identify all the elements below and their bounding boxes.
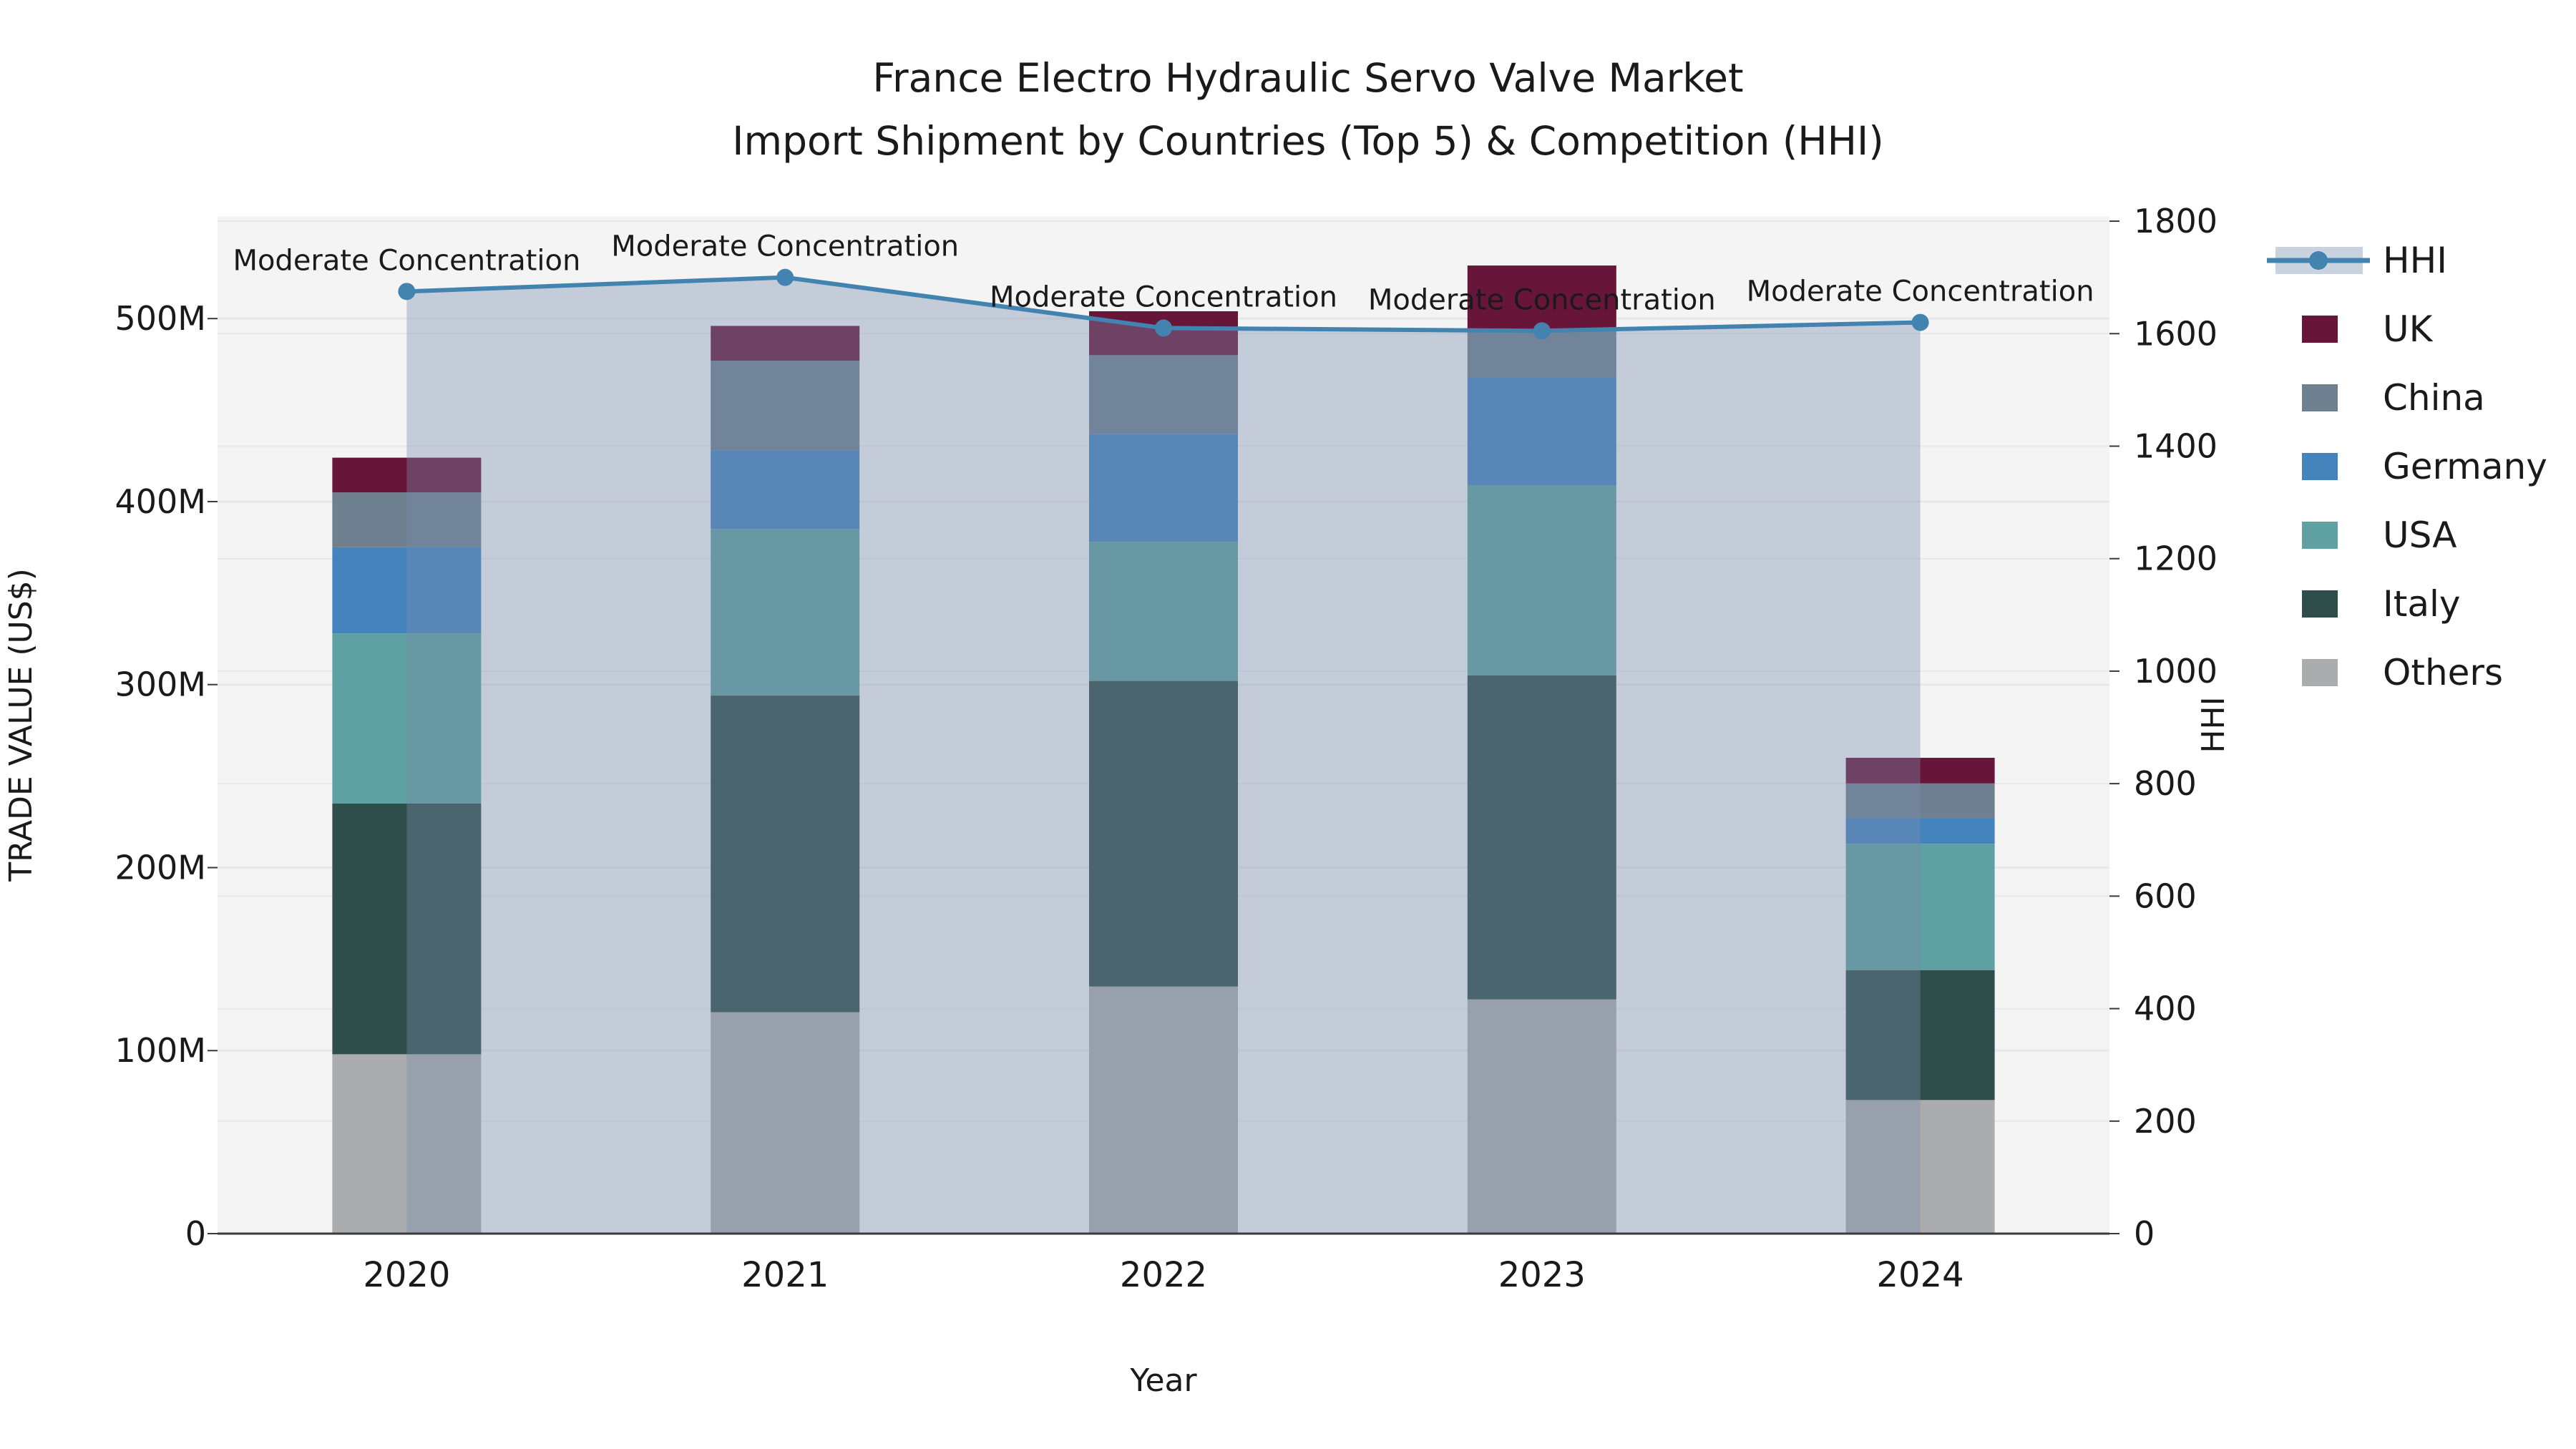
y-tick-label-right-1200: 1200 xyxy=(2134,540,2218,578)
y-tick-label-left-0: 0 xyxy=(185,1214,206,1253)
legend-item-italy: Italy xyxy=(2302,583,2460,625)
bar-segment-others-2024 xyxy=(1845,1100,1995,1234)
legend-swatch-others xyxy=(2302,659,2338,686)
y-tick-label-right-0: 0 xyxy=(2134,1214,2155,1253)
bar-segment-usa-2022 xyxy=(1089,542,1238,681)
legend-item-others: Others xyxy=(2302,652,2503,693)
annotation-2024: Moderate Concentration xyxy=(1747,275,2094,308)
y-tick-label-left-300: 300M xyxy=(115,665,207,704)
bar-segment-germany-2022 xyxy=(1089,434,1238,542)
annotation-2023: Moderate Concentration xyxy=(1368,283,1716,316)
legend-label-italy: Italy xyxy=(2383,583,2460,625)
hhi-marker-2021 xyxy=(776,268,794,286)
bar-segment-italy-2021 xyxy=(711,696,860,1013)
legend-label-china: China xyxy=(2383,377,2485,419)
chart-title-line2: Import Shipment by Countries (Top 5) & C… xyxy=(732,118,1883,164)
chart-title-line1: France Electro Hydraulic Servo Valve Mar… xyxy=(872,55,1743,101)
axis-layer xyxy=(208,220,2119,1235)
bar-segment-china-2020 xyxy=(332,492,482,547)
bars-layer xyxy=(332,265,1995,1234)
legend-label-uk: UK xyxy=(2383,308,2434,350)
y-tick-label-right-600: 600 xyxy=(2134,877,2197,915)
legend-item-germany: Germany xyxy=(2302,446,2547,487)
legend-item-hhi: HHI xyxy=(2267,240,2447,281)
bar-segment-italy-2024 xyxy=(1845,970,1995,1101)
bar-segment-germany-2021 xyxy=(711,450,860,530)
hhi-marker-2022 xyxy=(1155,319,1172,337)
annotation-layer: Moderate Concentration Moderate Concentra… xyxy=(233,230,2094,317)
legend-item-uk: UK xyxy=(2302,308,2434,350)
bar-segment-others-2020 xyxy=(332,1054,482,1234)
legend-swatch-china xyxy=(2302,384,2338,411)
legend-label-usa: USA xyxy=(2383,514,2457,556)
legend-swatch-germany xyxy=(2302,453,2338,480)
y-tick-label-left-500: 500M xyxy=(115,299,207,338)
y-tick-label-left-200: 200M xyxy=(115,848,207,887)
y-tick-label-right-1800: 1800 xyxy=(2134,202,2218,240)
bar-segment-italy-2020 xyxy=(332,803,482,1055)
bar-segment-others-2021 xyxy=(711,1012,860,1234)
y-tick-label-right-1600: 1600 xyxy=(2134,314,2218,353)
bar-segment-uk-2023 xyxy=(1467,265,1616,332)
x-tick-label-2022: 2022 xyxy=(1120,1255,1207,1295)
hhi-marker-2023 xyxy=(1533,322,1551,340)
bar-segment-china-2022 xyxy=(1089,355,1238,434)
legend-swatch-usa xyxy=(2302,522,2338,549)
bar-segment-italy-2022 xyxy=(1089,680,1238,987)
bar-segment-china-2024 xyxy=(1845,783,1995,819)
bar-segment-germany-2024 xyxy=(1845,818,1995,844)
bar-segment-usa-2021 xyxy=(711,529,860,696)
y-axis-label-right: HHI xyxy=(2195,696,2232,753)
y-tick-label-right-200: 200 xyxy=(2134,1102,2197,1141)
y-tick-label-left-400: 400M xyxy=(115,482,207,521)
bar-segment-usa-2020 xyxy=(332,633,482,804)
legend-swatch-italy xyxy=(2302,590,2338,618)
y-tick-label-right-1000: 1000 xyxy=(2134,652,2218,691)
bar-segment-others-2023 xyxy=(1467,999,1616,1234)
bar-segment-uk-2021 xyxy=(711,326,860,361)
x-tick-label-2021: 2021 xyxy=(741,1255,829,1295)
legend-item-usa: USA xyxy=(2302,514,2457,556)
hhi-line-layer xyxy=(398,268,1929,340)
legend-item-china: China xyxy=(2302,377,2485,419)
hhi-marker-2020 xyxy=(398,283,416,301)
x-tick-label-2020: 2020 xyxy=(363,1255,450,1295)
hhi-area-layer xyxy=(406,277,1921,1234)
y-tick-label-left-100: 100M xyxy=(115,1031,207,1070)
bar-segment-italy-2023 xyxy=(1467,675,1616,1000)
bar-segment-uk-2024 xyxy=(1845,758,1995,784)
bar-segment-usa-2024 xyxy=(1845,844,1995,970)
tick-label-layer: 0 100M 200M 300M 400M 500M 0 200 400 600 800 1000 12… xyxy=(115,202,2218,1295)
legend-label-hhi: HHI xyxy=(2383,240,2447,281)
annotation-2020: Moderate Concentration xyxy=(233,244,580,277)
x-axis-label: Year xyxy=(1129,1362,1197,1399)
annotation-2021: Moderate Concentration xyxy=(611,230,959,263)
y-tick-label-right-1400: 1400 xyxy=(2134,427,2218,466)
legend-swatch-uk xyxy=(2302,316,2338,343)
bar-segment-usa-2023 xyxy=(1467,484,1616,675)
bar-segment-germany-2023 xyxy=(1467,377,1616,485)
bar-segment-uk-2020 xyxy=(332,457,482,493)
y-tick-label-right-400: 400 xyxy=(2134,990,2197,1028)
legend: HHI UK China Germany USA Italy Others xyxy=(2267,240,2547,693)
y-axis-label-left: TRADE VALUE (US$) xyxy=(3,568,39,882)
x-tick-label-2023: 2023 xyxy=(1498,1255,1586,1295)
legend-label-others: Others xyxy=(2383,652,2503,693)
annotation-2022: Moderate Concentration xyxy=(990,280,1337,313)
bar-segment-germany-2020 xyxy=(332,547,482,634)
legend-label-germany: Germany xyxy=(2383,446,2547,487)
x-tick-label-2024: 2024 xyxy=(1877,1255,1964,1295)
hhi-area-fill xyxy=(406,277,1921,1234)
legend-hhi-marker xyxy=(2309,251,2328,270)
y-tick-label-right-800: 800 xyxy=(2134,764,2197,803)
bar-segment-others-2022 xyxy=(1089,986,1238,1234)
hhi-marker-2024 xyxy=(1911,313,1929,331)
bar-segment-china-2021 xyxy=(711,361,860,451)
